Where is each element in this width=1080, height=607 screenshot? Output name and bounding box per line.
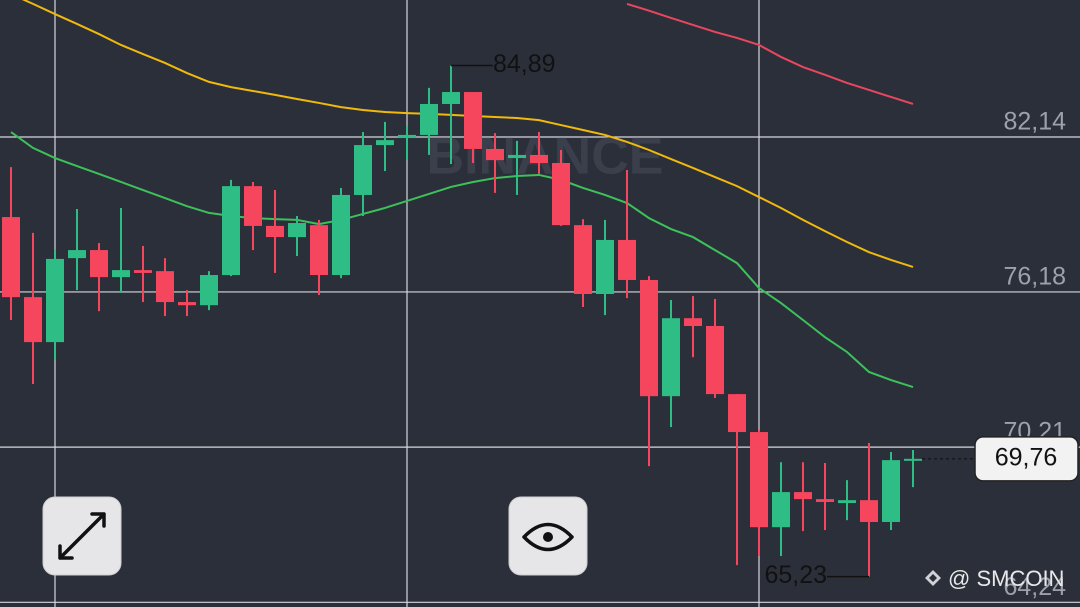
candle-body <box>706 325 724 395</box>
moving-average-line <box>10 131 914 389</box>
candle-body <box>420 103 438 135</box>
candle-body <box>332 194 350 276</box>
candle-body <box>68 250 86 259</box>
high-label: 84,89 <box>493 50 556 78</box>
moving-averages <box>10 0 914 389</box>
candle-body <box>178 302 196 306</box>
candle-body <box>530 154 548 163</box>
candle-body <box>90 250 108 278</box>
candle-body <box>200 275 218 306</box>
moving-average-line <box>21 0 914 268</box>
candle-body <box>2 217 20 298</box>
last-price-box <box>974 436 1079 482</box>
candle-body <box>904 458 922 461</box>
candle-body <box>310 225 328 276</box>
candle-body <box>376 140 394 146</box>
candle-body <box>442 92 460 104</box>
candle-body <box>574 225 592 295</box>
moving-average-line <box>626 2 914 105</box>
eye-pupil <box>543 532 553 542</box>
candle-body <box>882 460 900 522</box>
candle-body <box>728 394 746 433</box>
y-tick-label: 76,18 <box>1003 263 1066 291</box>
y-tick-label: 82,14 <box>1003 108 1066 136</box>
candle-body <box>112 270 130 278</box>
candle-body <box>486 148 504 161</box>
candle-body <box>508 154 526 159</box>
low-label: 65,23 <box>764 561 827 589</box>
candle-body <box>750 432 768 528</box>
brand-watermark: @ SMCOIN <box>925 566 1064 591</box>
candle-body <box>354 145 372 195</box>
candle-body <box>838 500 856 504</box>
candle-body <box>816 499 834 502</box>
annotations: 84,89 65,23 69,76 <box>451 50 1079 589</box>
candle-body <box>794 492 812 500</box>
candles <box>2 65 922 577</box>
candle-body <box>288 223 306 238</box>
candle-body <box>464 92 482 149</box>
last-price-label: 69,76 <box>995 443 1058 471</box>
candle-body <box>772 492 790 528</box>
brand-text: @ SMCOIN <box>948 566 1064 591</box>
candle-body <box>46 258 64 343</box>
candle-body <box>134 270 152 273</box>
candle-body <box>244 186 262 226</box>
eye-icon <box>522 522 574 552</box>
candle-body <box>552 162 570 226</box>
candle-body <box>662 318 680 397</box>
candle-body <box>860 500 878 522</box>
candle-body <box>618 239 636 280</box>
candle-body <box>398 134 416 139</box>
expand-icon <box>58 512 106 560</box>
candle-body <box>222 186 240 276</box>
candle-body <box>684 318 702 326</box>
candle-body <box>266 225 284 238</box>
candle-body <box>156 271 174 303</box>
expand-button[interactable] <box>42 496 122 576</box>
candle-body <box>24 297 42 343</box>
y-tick-label: 64,24 <box>1003 573 1066 601</box>
candle-body <box>640 279 658 397</box>
eye-button[interactable] <box>508 496 588 576</box>
brand-icon <box>925 570 941 586</box>
candle-body <box>596 239 614 295</box>
